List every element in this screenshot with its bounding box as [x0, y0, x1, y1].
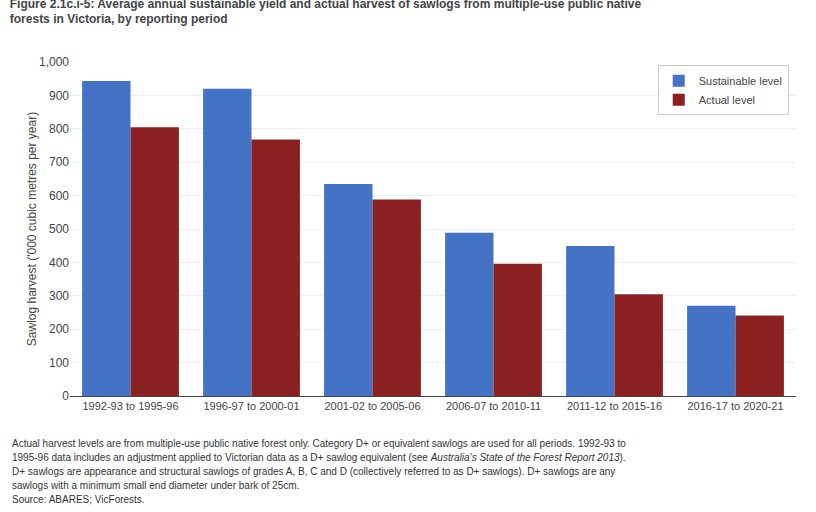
- svg-text:900: 900: [49, 89, 69, 103]
- svg-text:2016-17 to 2020-21: 2016-17 to 2020-21: [687, 400, 783, 412]
- svg-text:Actual harvest levels are from: Actual harvest levels are from multiple-…: [12, 438, 626, 449]
- svg-text:Sustainable level: Sustainable level: [699, 75, 782, 87]
- svg-text:D+ sawlogs are appearance and: D+ sawlogs are appearance and structural…: [12, 466, 615, 477]
- svg-text:1996-97 to 2000-01: 1996-97 to 2000-01: [203, 400, 299, 412]
- svg-text:Source: ABARES; VicForests.: Source: ABARES; VicForests.: [12, 494, 145, 505]
- svg-text:100: 100: [49, 356, 69, 370]
- svg-text:400: 400: [49, 256, 69, 270]
- svg-text:Actual level: Actual level: [699, 94, 755, 106]
- svg-text:2006-07 to 2010-11: 2006-07 to 2010-11: [446, 400, 541, 412]
- svg-text:sawlogs with a minimum small e: sawlogs with a minimum small end diamete…: [12, 480, 299, 491]
- svg-text:Sawlog harvest ('000 cubic met: Sawlog harvest ('000 cubic metres per ye…: [25, 112, 39, 346]
- svg-text:500: 500: [49, 222, 69, 236]
- svg-text:300: 300: [49, 289, 69, 303]
- svg-text:1992-93 to 1995-96: 1992-93 to 1995-96: [82, 400, 178, 412]
- svg-text:700: 700: [49, 155, 69, 169]
- svg-text:1,000: 1,000: [39, 55, 69, 69]
- svg-text:2011-12 to 2015-16: 2011-12 to 2015-16: [567, 400, 662, 412]
- svg-text:800: 800: [49, 122, 69, 136]
- svg-text:600: 600: [49, 189, 69, 203]
- svg-text:1995-96 data includes an adjus: 1995-96 data includes an adjustment appl…: [12, 452, 626, 463]
- svg-text:Figure 2.1c.i-5: Average annua: Figure 2.1c.i-5: Average annual sustaina…: [10, 0, 642, 26]
- svg-text:200: 200: [49, 322, 69, 336]
- svg-text:2001-02 to 2005-06: 2001-02 to 2005-06: [324, 400, 420, 412]
- svg-text:0: 0: [62, 389, 69, 403]
